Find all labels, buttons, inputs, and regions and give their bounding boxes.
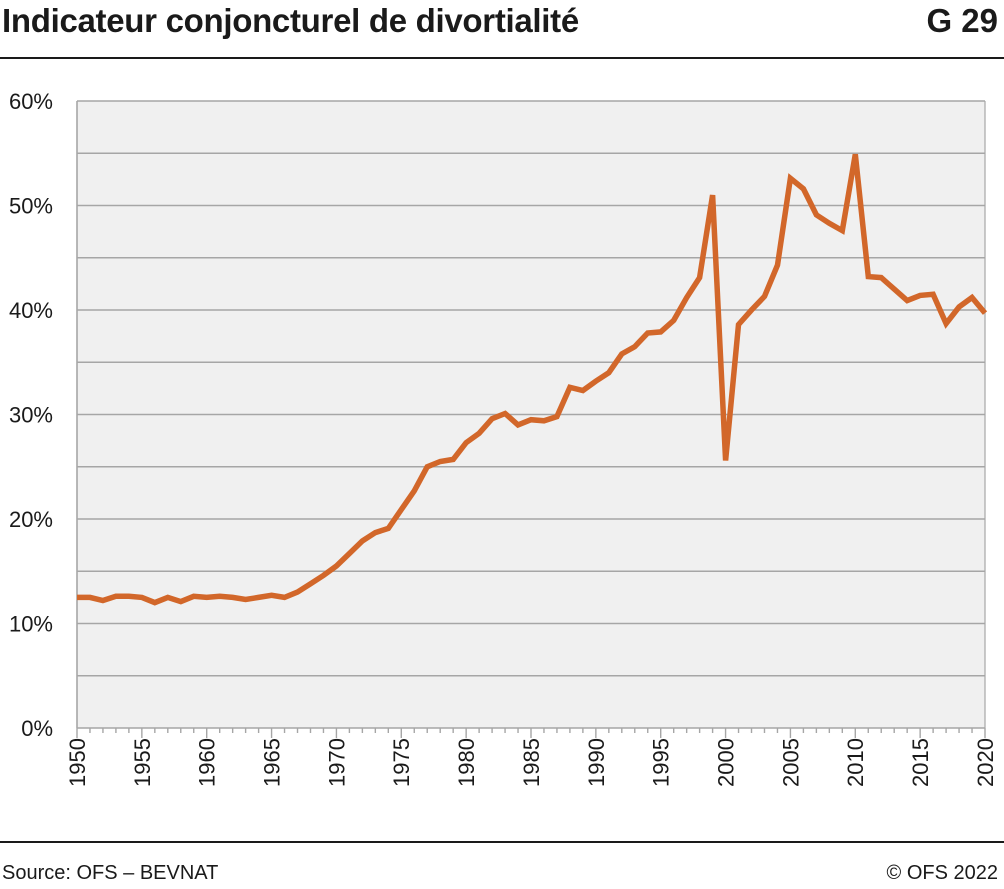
- top-rule: [0, 57, 1004, 59]
- y-axis-tick-labels: 0% 10% 20% 30% 40% 50% 60%: [9, 89, 53, 741]
- copyright-note: © OFS 2022: [886, 862, 998, 884]
- series-layer: [77, 153, 988, 606]
- x-tick-label: 2020: [973, 738, 998, 787]
- x-tick-label: 1975: [389, 738, 414, 787]
- x-tick-label: 2010: [843, 738, 868, 787]
- x-tick-label: 2015: [908, 738, 933, 787]
- y-tick-label: 60%: [9, 89, 53, 114]
- chart-number: G 29: [926, 2, 998, 39]
- y-tick-label: 20%: [9, 507, 53, 532]
- y-tick-label: 50%: [9, 194, 53, 219]
- x-axis-tick-labels: 1950 1955 1960 1965 1970 1975 1980 1985 1990 1995…: [65, 728, 998, 787]
- x-tick-label: 1965: [259, 738, 284, 787]
- y-tick-label: 10%: [9, 612, 53, 637]
- x-tick-label: 1970: [324, 738, 349, 787]
- x-tick-label: 1985: [519, 738, 544, 787]
- x-tick-label: 1950: [65, 738, 90, 787]
- x-tick-label: 1960: [195, 738, 220, 787]
- x-tick-label: 1955: [130, 738, 155, 787]
- chart-title: Indicateur conjoncturel de divortialité: [2, 2, 579, 39]
- series-line: [77, 153, 988, 606]
- x-tick-label: 2005: [778, 738, 803, 787]
- y-tick-label: 40%: [9, 298, 53, 323]
- bottom-rule: [0, 841, 1004, 843]
- source-note: Source: OFS – BEVNAT: [2, 862, 219, 884]
- y-tick-label: 0%: [21, 716, 53, 741]
- x-tick-label: 2000: [713, 738, 738, 787]
- x-tick-label: 1990: [584, 738, 609, 787]
- y-tick-label: 30%: [9, 403, 53, 428]
- x-tick-label: 1980: [454, 738, 479, 787]
- x-tick-label: 1995: [649, 738, 674, 787]
- gridlines: [76, 100, 986, 729]
